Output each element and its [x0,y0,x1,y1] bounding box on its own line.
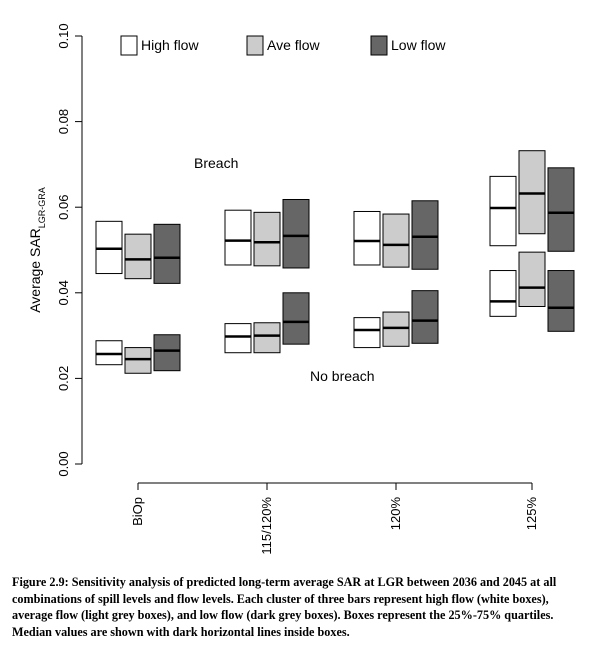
box-iqr [489,270,517,317]
box-iqr [518,150,546,235]
legend-swatch [120,35,138,56]
y-tick-label: 0.10 [56,23,71,48]
legend-label: High flow [141,37,199,53]
y-tick-label: 0.06 [56,195,71,220]
box-iqr [224,323,252,354]
box-iqr [411,290,439,344]
box-iqr [124,347,152,374]
box-iqr [95,340,123,366]
box-iqr [282,292,310,345]
y-axis-label: Average SARLGR-GRA [27,187,47,313]
box-iqr [518,251,546,307]
box-iqr [489,175,517,247]
box-iqr [282,198,310,269]
y-tick-label: 0.02 [56,366,71,391]
box-iqr [547,167,575,252]
box-iqr [124,233,152,280]
legend-label: Low flow [391,37,446,53]
box-iqr [253,211,281,267]
box-iqr [253,322,281,354]
box-iqr [153,223,181,284]
x-tick-label: BiOp [130,497,145,526]
legend-swatch [370,35,388,56]
sar-box-chart: 0.00 0.02 0.04 0.06 0.08 0.10 Average SARLGR-G… [27,23,575,555]
box-iqr [153,334,181,372]
legend-label: Ave flow [267,37,321,53]
annotation-no-breach: No breach [310,368,375,384]
figure-caption: Figure 2.9: Sensitivity analysis of pred… [12,575,557,639]
box-iqr [353,317,381,349]
box-iqr [95,220,123,275]
x-tick-label: 120% [388,497,403,531]
box-iqr [382,213,410,268]
box-iqr [411,200,439,270]
box-iqr [547,270,575,332]
box-iqr [382,311,410,347]
box-iqr [224,209,252,266]
legend-swatch [246,35,264,56]
x-tick-label: 115/120% [259,497,274,555]
y-tick-label: 0.00 [56,451,71,476]
box-iqr [353,210,381,266]
y-tick-label: 0.08 [56,109,71,134]
x-tick-label: 125% [524,497,539,531]
annotation-breach: Breach [194,155,238,171]
y-tick-label: 0.04 [56,280,71,305]
